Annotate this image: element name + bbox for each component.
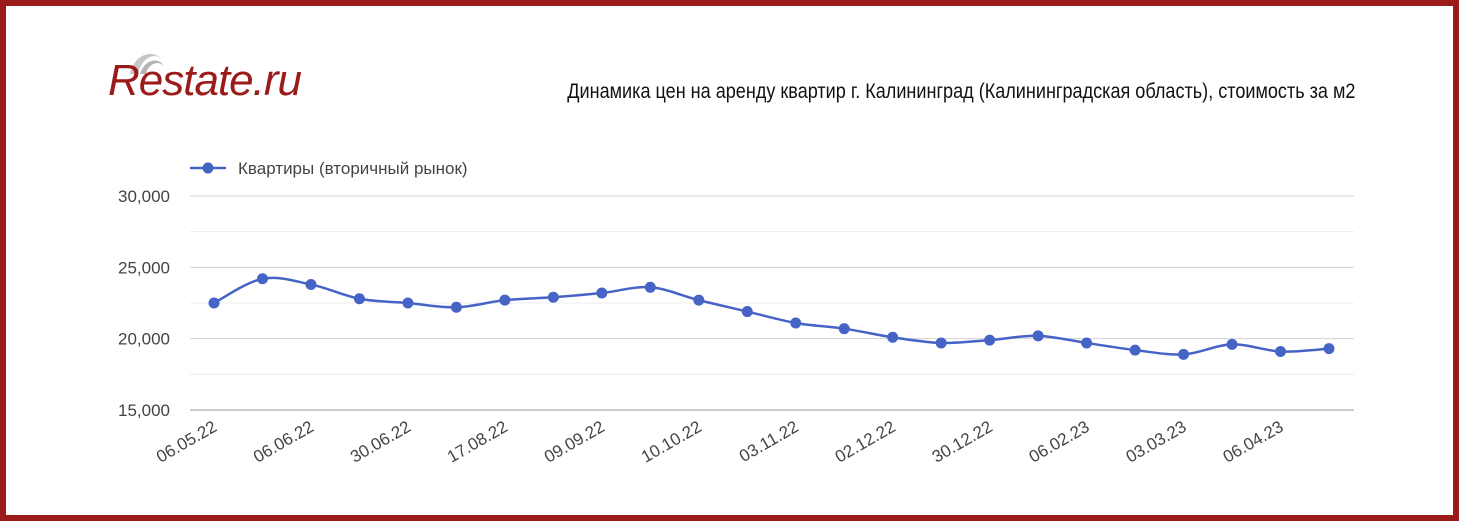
- logo-text: Restate.ru: [108, 56, 302, 105]
- data-point: [1323, 343, 1335, 355]
- x-tick-label: 30.12.22: [929, 417, 996, 467]
- y-tick-label: 20,000: [118, 330, 170, 349]
- logo-swoosh-icon: [130, 53, 164, 74]
- x-tick-label: 06.05.22: [153, 417, 220, 467]
- data-point: [935, 337, 947, 349]
- data-point: [450, 301, 462, 313]
- legend-label: Квартиры (вторичный рынок): [238, 159, 468, 178]
- data-point: [1081, 337, 1093, 349]
- data-point: [887, 331, 899, 343]
- x-tick-label: 03.03.23: [1123, 417, 1190, 467]
- data-point: [499, 294, 511, 306]
- x-tick-label: 10.10.22: [638, 417, 705, 467]
- y-tick-label: 25,000: [118, 258, 170, 277]
- data-point: [790, 317, 802, 329]
- x-tick-label: 17.08.22: [444, 417, 511, 467]
- x-tick-label: 09.09.22: [541, 417, 608, 467]
- data-point: [644, 281, 656, 293]
- x-tick-label: 03.11.22: [736, 417, 802, 466]
- y-tick-label: 15,000: [118, 401, 170, 420]
- chart-title: Динамика цен на аренду квартир г. Калини…: [566, 80, 1355, 103]
- y-tick-label: 30,000: [118, 187, 170, 206]
- data-point: [1032, 330, 1044, 342]
- data-point: [305, 278, 317, 290]
- x-tick-label: 06.02.23: [1026, 417, 1093, 467]
- data-point: [984, 334, 996, 346]
- x-tick-label: 02.12.22: [832, 417, 899, 467]
- data-point: [402, 297, 414, 309]
- x-tick-label: 06.06.22: [250, 417, 317, 467]
- data-point: [741, 306, 753, 318]
- data-point: [1226, 338, 1238, 350]
- x-tick-label: 30.06.22: [347, 417, 414, 467]
- restate-logo[interactable]: Restate.ru: [100, 52, 340, 112]
- legend-marker: [202, 162, 214, 174]
- data-point: [208, 297, 220, 309]
- data-point: [1129, 344, 1141, 356]
- data-point: [596, 287, 608, 299]
- data-point: [547, 291, 559, 303]
- data-point: [1178, 348, 1190, 360]
- data-point: [838, 323, 850, 335]
- series-line: [213, 276, 1330, 356]
- data-point: [353, 293, 365, 305]
- data-point: [256, 273, 268, 285]
- data-point: [1275, 346, 1287, 358]
- x-tick-label: 06.04.23: [1220, 417, 1287, 467]
- data-point: [693, 294, 705, 306]
